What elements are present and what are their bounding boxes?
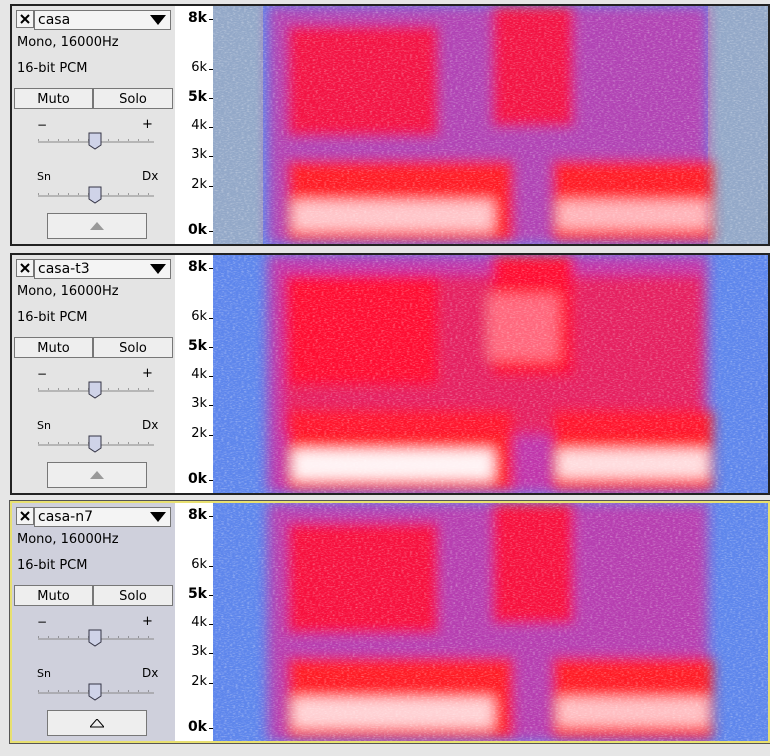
slider-thumb: [89, 436, 101, 452]
axis-label: 2k: [191, 426, 207, 441]
solo-button[interactable]: Solo: [93, 88, 173, 109]
axis-label: 0k: [188, 222, 207, 238]
axis-label: 4k: [191, 118, 207, 133]
pan-left-label: Sn: [37, 170, 51, 183]
axis-label: 3k: [191, 644, 207, 659]
axis-label: 8k: [188, 507, 207, 523]
solo-button[interactable]: Solo: [93, 585, 173, 606]
pan-right-label: Dx: [142, 418, 158, 432]
frequency-axis: 8k 6k 5k 4k 3k 2k 0k: [175, 255, 213, 493]
dropdown-arrow: [150, 511, 166, 523]
axis-label: 5k: [188, 338, 207, 354]
spectrogram[interactable]: [213, 503, 768, 741]
format-info: Mono, 16000Hz: [17, 35, 119, 50]
mute-button[interactable]: Muto: [14, 585, 93, 606]
pan-left-label: Sn: [37, 667, 51, 680]
pan-slider[interactable]: [36, 433, 156, 453]
axis-label: 4k: [191, 615, 207, 630]
format-info: Mono, 16000Hz: [17, 532, 119, 547]
collapse-arrow: [90, 471, 104, 480]
arrow: [90, 222, 104, 230]
spectrogram[interactable]: [213, 6, 768, 244]
axis-label: 8k: [188, 259, 207, 275]
gain-slider[interactable]: [36, 379, 156, 399]
track-name: casa: [38, 11, 70, 29]
arrow: [150, 15, 166, 25]
sample-info: 16-bit PCM: [17, 558, 87, 573]
slider-thumb: [89, 630, 101, 646]
track-name: casa-n7: [38, 508, 93, 526]
axis-label: 2k: [191, 674, 207, 689]
axis-label: 2k: [191, 177, 207, 192]
pan-right-label: Dx: [142, 169, 158, 183]
axis-label: 3k: [191, 147, 207, 162]
dropdown-arrow: [150, 14, 166, 26]
slider-thumb: [89, 187, 101, 203]
arrow: [150, 512, 166, 522]
collapse-button[interactable]: [47, 462, 147, 488]
arrow: [90, 471, 104, 479]
sample-info: 16-bit PCM: [17, 310, 87, 325]
track-control-panel: casaMono, 16000Hz16-bit PCMMutoSolo−+SnD…: [12, 6, 176, 244]
pan-right-label: Dx: [142, 666, 158, 680]
close-button[interactable]: [16, 10, 34, 28]
collapse-button[interactable]: [47, 710, 147, 736]
noise: [213, 6, 768, 244]
slider-thumb: [89, 382, 101, 398]
axis-label: 0k: [188, 719, 207, 735]
arrow: [150, 264, 166, 274]
slider-thumb: [89, 133, 101, 149]
track-name-menu[interactable]: casa-t3: [34, 259, 171, 279]
audio-editor: casaMono, 16000Hz16-bit PCMMutoSolo−+SnD…: [0, 0, 770, 756]
mute-button[interactable]: Muto: [14, 88, 93, 109]
pan-slider[interactable]: [36, 184, 156, 204]
axis-label: 8k: [188, 10, 207, 26]
collapse-arrow: [90, 222, 104, 231]
track-name-menu[interactable]: casa: [34, 10, 171, 30]
frequency-axis: 8k 6k 5k 4k 3k 2k 0k: [175, 6, 213, 244]
axis-label: 5k: [188, 586, 207, 602]
frequency-axis: 8k 6k 5k 4k 3k 2k 0k: [175, 503, 213, 741]
close-icon: [21, 15, 29, 23]
gain-slider[interactable]: [36, 627, 156, 647]
solo-button[interactable]: Solo: [93, 337, 173, 358]
sample-info: 16-bit PCM: [17, 61, 87, 76]
close-button[interactable]: [16, 259, 34, 277]
noise: [213, 503, 768, 741]
gain-slider[interactable]: [36, 130, 156, 150]
spectrogram[interactable]: [213, 255, 768, 493]
arrow: [90, 719, 104, 727]
pan-slider[interactable]: [36, 681, 156, 701]
axis-label: 6k: [191, 60, 207, 75]
slider-thumb: [89, 684, 101, 700]
collapse-button[interactable]: [47, 213, 147, 239]
mute-button[interactable]: Muto: [14, 337, 93, 358]
track-name-menu[interactable]: casa-n7: [34, 507, 171, 527]
axis-label: 6k: [191, 557, 207, 572]
close-icon: [21, 264, 29, 272]
axis-label: 3k: [191, 396, 207, 411]
format-info: Mono, 16000Hz: [17, 284, 119, 299]
track-control-panel: casa-t3Mono, 16000Hz16-bit PCMMutoSolo−+…: [12, 255, 176, 493]
axis-label: 6k: [191, 309, 207, 324]
close-button[interactable]: [16, 507, 34, 525]
axis-label: 4k: [191, 367, 207, 382]
pan-left-label: Sn: [37, 419, 51, 432]
dropdown-arrow: [150, 263, 166, 275]
close-icon: [21, 512, 29, 520]
noise: [213, 255, 768, 493]
axis-label: 0k: [188, 471, 207, 487]
track-name: casa-t3: [38, 260, 90, 278]
axis-label: 5k: [188, 89, 207, 105]
collapse-arrow: [90, 719, 104, 728]
